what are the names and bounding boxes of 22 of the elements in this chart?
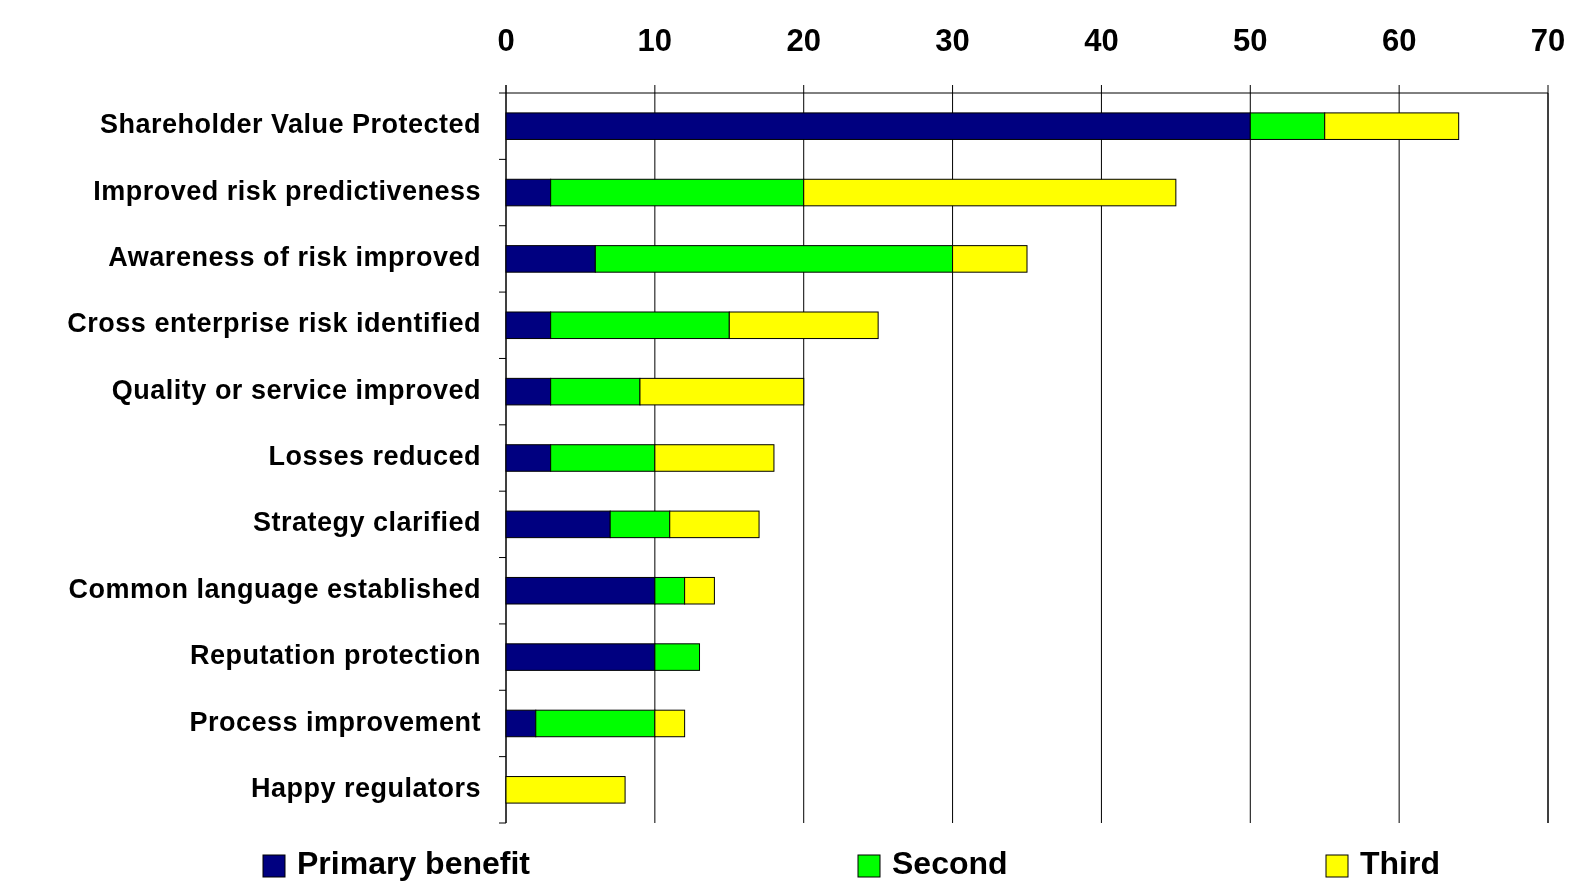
y-tick-label: Reputation protection: [190, 640, 481, 671]
y-tick-label: Cross enterprise risk identified: [67, 308, 481, 339]
x-tick-label: 40: [1084, 23, 1119, 58]
x-tick-label: 0: [497, 23, 515, 58]
y-tick-label: Quality or service improved: [111, 374, 481, 405]
legend-label: Second: [892, 845, 1008, 882]
y-tick-label: Improved risk predictiveness: [93, 175, 481, 206]
y-tick-label: Strategy clarified: [252, 507, 481, 538]
y-tick-label: Awareness of risk improved: [108, 242, 481, 273]
x-tick-label: 30: [935, 23, 970, 58]
legend-label: Primary benefit: [297, 845, 531, 882]
legend-label: Third: [1360, 845, 1440, 882]
x-tick-label: 10: [637, 23, 673, 58]
y-tick-label: Losses reduced: [268, 441, 481, 472]
y-tick-label: Common language established: [68, 573, 481, 604]
y-tick-label: Shareholder Value Protected: [99, 109, 481, 140]
x-tick-label: 60: [1381, 23, 1417, 58]
x-tick-label: 70: [1530, 23, 1566, 58]
y-tick-label: Happy regulators: [250, 772, 481, 803]
y-tick-label: Process improvement: [189, 706, 481, 737]
x-tick-label: 20: [786, 23, 821, 58]
x-tick-label: 50: [1233, 23, 1268, 58]
